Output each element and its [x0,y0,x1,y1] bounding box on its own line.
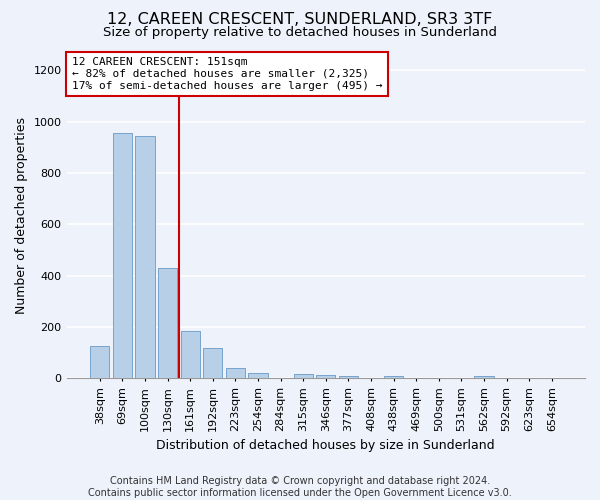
Bar [90,346,109,378]
Bar [316,374,335,378]
X-axis label: Distribution of detached houses by size in Sunderland: Distribution of detached houses by size … [157,440,495,452]
Bar [158,268,177,378]
Bar [248,374,268,378]
Bar [203,348,223,378]
Bar [339,376,358,378]
Bar [181,332,200,378]
Bar [475,376,494,378]
Y-axis label: Number of detached properties: Number of detached properties [15,117,28,314]
Text: Size of property relative to detached houses in Sunderland: Size of property relative to detached ho… [103,26,497,39]
Bar [226,368,245,378]
Bar [384,376,403,378]
Bar [113,134,132,378]
Bar [293,374,313,378]
Text: 12 CAREEN CRESCENT: 151sqm
← 82% of detached houses are smaller (2,325)
17% of s: 12 CAREEN CRESCENT: 151sqm ← 82% of deta… [72,58,382,90]
Bar [136,136,155,378]
Text: 12, CAREEN CRESCENT, SUNDERLAND, SR3 3TF: 12, CAREEN CRESCENT, SUNDERLAND, SR3 3TF [107,12,493,28]
Text: Contains HM Land Registry data © Crown copyright and database right 2024.
Contai: Contains HM Land Registry data © Crown c… [88,476,512,498]
